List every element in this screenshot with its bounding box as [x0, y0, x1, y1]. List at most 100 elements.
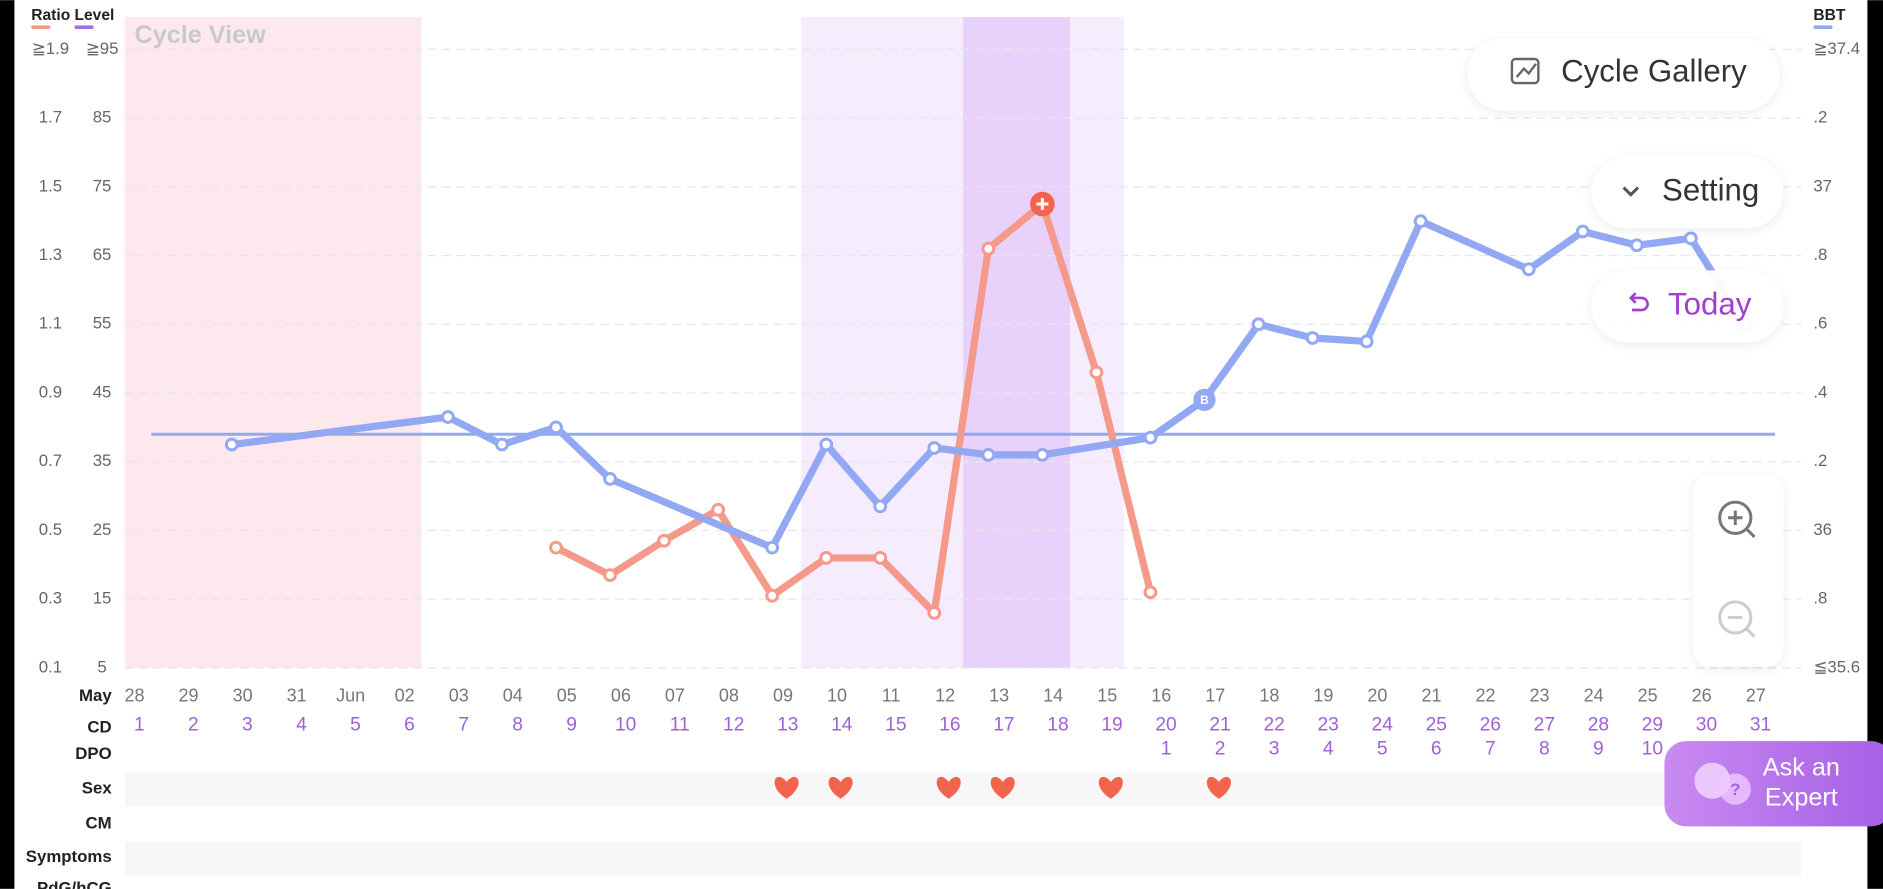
zoom-out-button[interactable]: [1718, 600, 1756, 638]
undo-icon: [1628, 292, 1649, 312]
date-label: 30: [233, 685, 253, 705]
date-label: 26: [1692, 685, 1712, 705]
dpo-label: 10: [1642, 739, 1663, 760]
plot: B: [151, 191, 1775, 620]
date-label: 27: [1746, 685, 1766, 705]
date-label: 12: [935, 685, 955, 705]
data-point: [819, 551, 834, 565]
cd-label: 30: [1696, 715, 1717, 736]
cd-label: 5: [350, 715, 361, 736]
setting-button[interactable]: [1591, 156, 1784, 229]
data-point: [873, 499, 888, 514]
level-tick-label: 35: [93, 451, 112, 470]
gallery-icon: [1510, 57, 1540, 85]
data-point: [765, 588, 780, 603]
bbt-tick-label: .6: [1813, 314, 1827, 333]
date-label: 16: [1151, 685, 1171, 705]
ask-expert-button[interactable]: ?: [1664, 741, 1883, 827]
sex-heart: [936, 776, 961, 799]
date-label: Jun: [336, 685, 365, 705]
date-label: 23: [1530, 685, 1550, 705]
date-label: 15: [1097, 685, 1117, 705]
today-button[interactable]: [1591, 270, 1784, 343]
row-label: Symptoms: [26, 847, 112, 866]
row-label: Sex: [82, 779, 113, 798]
cd-label: 24: [1372, 715, 1394, 736]
cd-label: 4: [296, 715, 307, 736]
row-band: [124, 772, 1802, 806]
row-label: DPO: [75, 744, 111, 763]
cycle-gallery-button[interactable]: [1467, 38, 1780, 111]
zoom-in-button[interactable]: [1718, 500, 1756, 539]
data-point: [657, 533, 671, 548]
sex-heart: [1206, 776, 1231, 799]
data-point: [224, 437, 239, 452]
cd-label: 13: [777, 715, 798, 736]
axis-header: Ratio: [31, 7, 70, 24]
date-label: 29: [179, 685, 199, 705]
data-point: [765, 540, 780, 555]
date-label: 03: [449, 685, 469, 705]
dpo-label: 6: [1431, 739, 1442, 760]
date-label: 28: [124, 685, 144, 705]
button-label: Cycle Gallery: [1561, 54, 1747, 89]
cd-label: 17: [993, 715, 1014, 736]
row-label: CD: [87, 717, 111, 736]
date-label: 18: [1259, 685, 1279, 705]
ratio-tick-label: ≧1.9: [32, 39, 69, 58]
cd-label: 21: [1209, 715, 1230, 736]
cd-label: 2: [188, 715, 199, 736]
dpo-label: 1: [1161, 739, 1172, 760]
row-label: PdG/hCG: [37, 878, 112, 889]
date-label: 07: [665, 685, 685, 705]
cd-label: 23: [1318, 715, 1339, 736]
bbt-tick-label: .8: [1813, 245, 1827, 264]
date-label: 25: [1638, 685, 1658, 705]
cd-label: 15: [885, 715, 906, 736]
data-point: [441, 410, 455, 424]
level-tick-label: 25: [93, 520, 112, 539]
phase-band: [800, 16, 1125, 668]
data-point: [1251, 317, 1266, 332]
cd-label: 14: [831, 715, 853, 736]
cd-label: 1: [134, 715, 145, 736]
cd-label: 25: [1426, 715, 1447, 736]
data-point: [603, 568, 617, 583]
bbt-tick-label: 36: [1813, 520, 1832, 539]
bbt-tick-label: ≦35.6: [1813, 657, 1860, 676]
cd-label: 18: [1047, 715, 1068, 736]
row-band: [124, 841, 1802, 876]
cd-label: 7: [458, 715, 469, 736]
level-tick-label: 65: [93, 245, 112, 264]
cd-label: 19: [1101, 715, 1122, 736]
button-label: Expert: [1765, 783, 1838, 811]
date-label: 20: [1367, 685, 1387, 705]
date-label: 13: [989, 685, 1009, 705]
data-point: [819, 437, 834, 452]
dpo-label: 7: [1485, 739, 1496, 760]
point-marker-label: B: [1200, 393, 1209, 407]
cd-label: 22: [1263, 715, 1284, 736]
axis-header: BBT: [1813, 7, 1846, 24]
cd-label: 8: [512, 715, 523, 736]
date-label: 06: [611, 685, 631, 705]
axis-header: Level: [74, 7, 114, 24]
cd-label: 9: [566, 715, 577, 736]
cd-label: 12: [723, 715, 744, 736]
ratio-tick-label: 1.3: [39, 245, 62, 264]
data-point: [927, 605, 942, 620]
axis-header-underline: [74, 25, 94, 29]
data-point: [549, 420, 563, 435]
ratio-tick-label: 0.5: [39, 520, 62, 539]
data-point: [711, 502, 726, 517]
data-point: [549, 540, 563, 555]
svg-text:?: ?: [1730, 780, 1740, 799]
date-label: 21: [1421, 685, 1441, 705]
cd-label: 27: [1534, 715, 1555, 736]
cd-label: 6: [404, 715, 415, 736]
ratio-tick-label: 0.7: [39, 451, 62, 470]
level-tick-label: 45: [93, 382, 112, 401]
cd-label: 10: [615, 715, 636, 736]
sex-heart: [774, 776, 799, 799]
